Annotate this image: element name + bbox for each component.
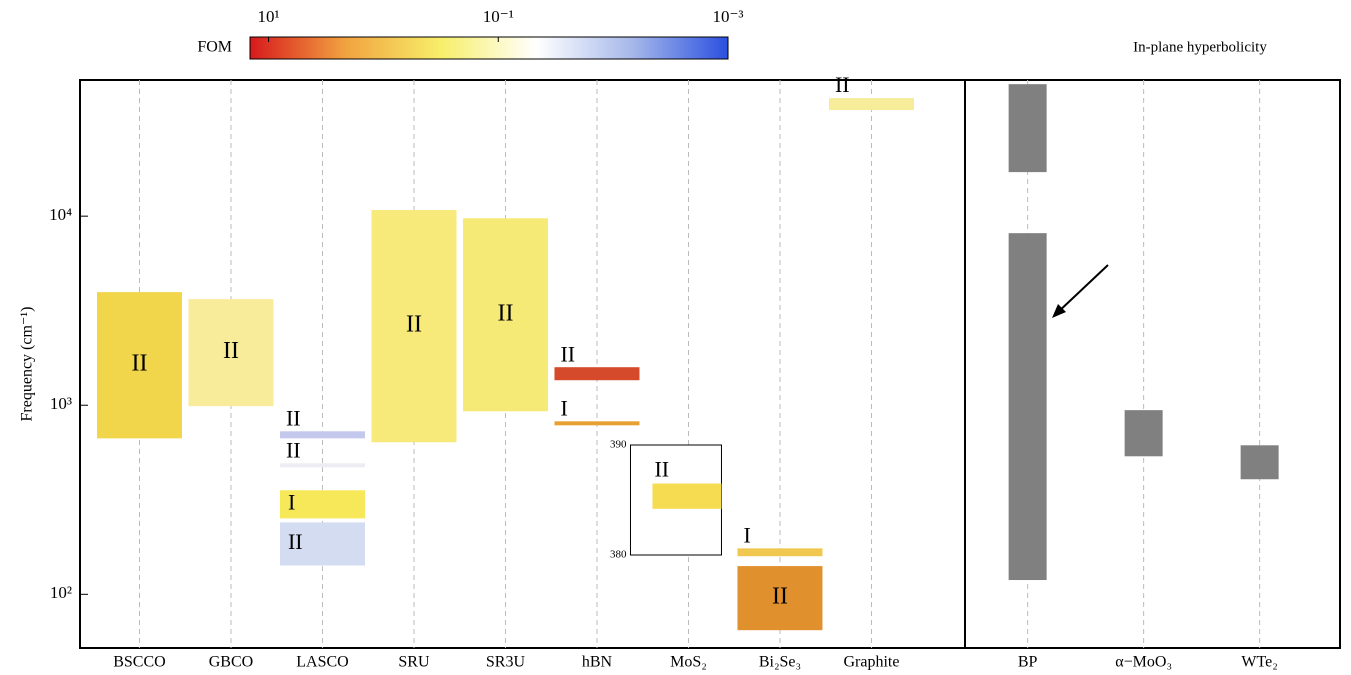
band (1008, 84, 1047, 173)
colorbar-tick-label: 10⁻³ (712, 7, 743, 26)
band (188, 299, 274, 407)
band (1008, 233, 1047, 581)
band-label: II (497, 300, 513, 326)
band (279, 463, 365, 468)
band (737, 566, 823, 631)
band-label: I (560, 395, 567, 420)
x-tick-label: BP (1018, 654, 1038, 671)
band (1240, 445, 1279, 480)
band-label: II (131, 351, 147, 377)
x-tick-label: MoS₂ (670, 654, 707, 671)
band (828, 98, 914, 111)
x-tick-label: α−MoO₃ (1115, 654, 1172, 671)
x-tick-label: Bi₂Se₃ (759, 654, 801, 671)
colorbar-tick-label: 10¹ (257, 7, 279, 26)
colorbar-tick-label: 10⁻¹ (483, 7, 514, 26)
band (96, 292, 182, 439)
arrow (1055, 264, 1109, 315)
band-label: II (772, 584, 788, 610)
y-tick-label: 10³ (50, 394, 72, 413)
x-tick-label: SR3U (486, 654, 526, 671)
inset-tick-label: 390 (610, 439, 627, 451)
band (554, 367, 640, 381)
x-tick-label: GBCO (209, 654, 253, 671)
band-label: II (223, 338, 239, 364)
band-label: II (286, 437, 301, 462)
inset-tick-label: 380 (610, 549, 627, 561)
band (554, 421, 640, 426)
panel-title: In-plane hyperbolicity (1133, 39, 1267, 55)
band (279, 490, 365, 519)
y-tick-label: 10² (50, 583, 72, 602)
arrow-head (1052, 304, 1066, 318)
x-tick-label: hBN (582, 654, 613, 671)
right-panel-frame (964, 79, 1341, 649)
colorbar (249, 36, 729, 60)
band (737, 548, 823, 557)
band-label: I (288, 489, 295, 514)
x-tick-label: BSCCO (113, 654, 165, 671)
y-axis-label: Frequency (cm⁻¹) (19, 307, 36, 422)
band-label: II (835, 72, 850, 97)
band (279, 522, 365, 566)
colorbar-label: FOM (197, 39, 232, 56)
x-tick-label: Graphite (843, 654, 899, 671)
band (1124, 410, 1163, 457)
band-label: I (743, 522, 750, 547)
band-label: II (288, 529, 303, 554)
x-tick-label: LASCO (296, 654, 348, 671)
x-tick-label: SRU (398, 654, 430, 671)
band (462, 218, 548, 412)
y-tick-label: 10⁴ (49, 205, 72, 224)
inset-band (652, 483, 722, 509)
band-label: II (654, 457, 669, 482)
band-label: II (286, 405, 301, 430)
x-tick-label: WTe₂ (1241, 654, 1277, 671)
band-label: II (560, 341, 575, 366)
band (279, 431, 365, 439)
band-label: II (406, 312, 422, 338)
band (371, 210, 457, 443)
